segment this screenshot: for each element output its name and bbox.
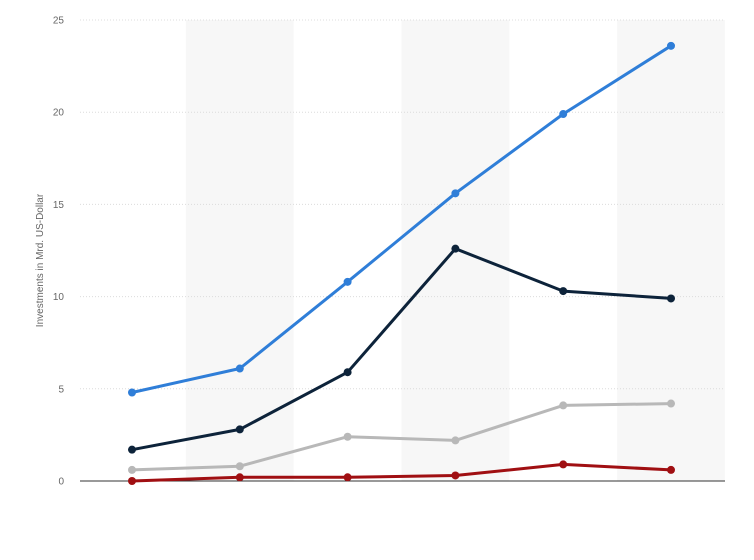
data-point xyxy=(559,287,568,296)
data-point xyxy=(128,388,136,397)
data-point xyxy=(559,460,568,469)
y-tick-label: 20 xyxy=(53,108,65,119)
series-4 xyxy=(128,460,675,485)
column-band xyxy=(185,20,294,481)
data-point xyxy=(343,473,352,482)
y-tick-label: 0 xyxy=(58,477,64,488)
y-axis-title: Investments in Mrd. US-Dollar xyxy=(35,193,46,327)
data-point xyxy=(343,277,352,286)
data-point xyxy=(343,432,352,441)
data-point xyxy=(343,368,352,377)
series-line xyxy=(130,44,673,394)
column-band xyxy=(617,20,725,481)
series-line xyxy=(130,247,673,452)
data-point xyxy=(667,465,675,474)
y-axis-ticks: 0 5 10 15 20 25 xyxy=(53,16,65,488)
data-point xyxy=(667,294,675,303)
data-point xyxy=(128,477,136,485)
y-tick-label: 10 xyxy=(53,292,65,303)
data-point xyxy=(559,401,568,410)
data-point xyxy=(667,399,675,408)
series-2 xyxy=(128,244,675,454)
series-1 xyxy=(128,41,675,397)
series-3 xyxy=(128,399,675,474)
data-point xyxy=(235,473,244,482)
data-point xyxy=(128,465,136,474)
series-line xyxy=(130,402,673,472)
data-point xyxy=(128,445,136,454)
data-point xyxy=(451,436,460,445)
data-point xyxy=(235,462,244,471)
grid-lines xyxy=(80,19,725,390)
data-point xyxy=(559,110,568,119)
series-line xyxy=(130,462,673,483)
data-point xyxy=(235,425,244,434)
data-point xyxy=(451,244,460,253)
y-tick-label: 15 xyxy=(53,200,65,211)
y-tick-label: 5 xyxy=(58,384,64,395)
series-layer xyxy=(128,41,675,485)
data-point xyxy=(235,364,244,373)
y-tick-label: 25 xyxy=(53,16,65,27)
data-point xyxy=(667,41,675,50)
data-point xyxy=(451,189,460,198)
data-point xyxy=(451,471,460,480)
